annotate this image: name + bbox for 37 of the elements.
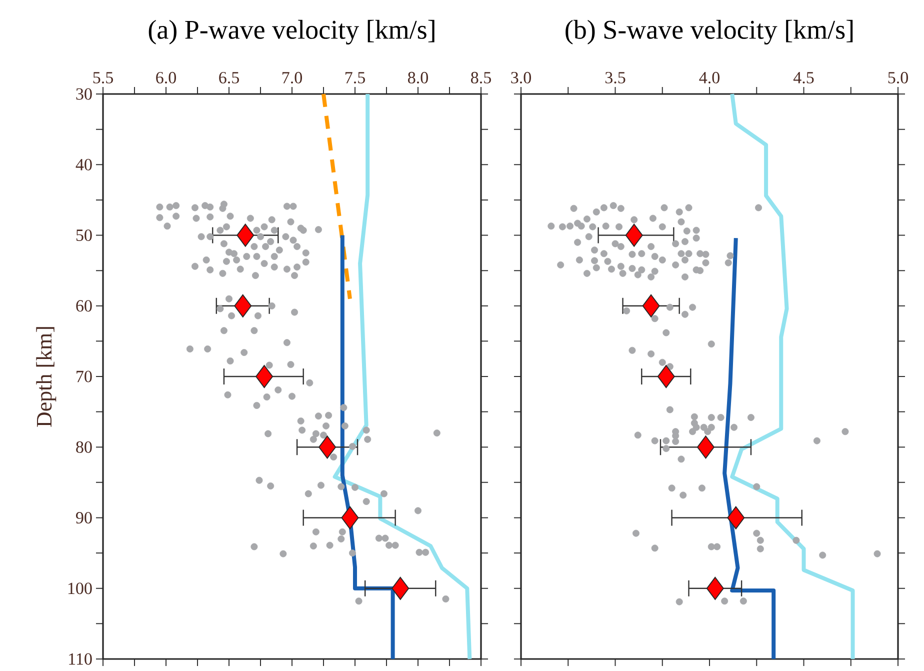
x-tick-label: 8.0 [408,72,428,84]
y-tick-label: 100 [68,582,92,594]
y-tick-label: 40 [76,158,92,170]
point [696,436,714,459]
point [256,365,274,388]
y-tick-label: 80 [76,441,92,453]
point [727,506,745,530]
x-tick-label: 3.0 [511,72,531,84]
x-tick-label: 4.5 [793,72,814,84]
point [706,576,724,600]
point [657,365,675,388]
x-tick-label: 5.5 [93,72,113,84]
x-tick-label: 4.0 [699,72,720,84]
x-tick-label: 6.5 [219,72,239,84]
point [236,224,254,247]
point [318,436,336,459]
y-tick-label: 110 [69,653,92,665]
x-tick-label: 5.0 [888,72,908,84]
x-tick-label: 3.5 [605,72,626,84]
y-tick-label: 90 [76,512,92,524]
y-tick-label: 70 [76,370,92,382]
x-tick-label: 7.0 [282,72,302,84]
y-axis-title: Depth [km] [36,327,56,427]
chart-title: (b) S-wave velocity [km/s] [566,20,853,44]
point [341,506,359,530]
point [392,576,410,600]
x-tick-label: 8.5 [471,72,491,84]
y-tick-label: 30 [76,88,92,100]
x-tick-label: 6.0 [156,72,176,84]
y-tick-label: 50 [76,230,92,241]
line-series [332,92,472,661]
y-tick-label: 60 [76,300,92,312]
point [642,294,660,318]
point [625,224,643,247]
point [234,294,252,318]
chart-title: (a) P-wave velocity [km/s] [148,20,434,44]
x-tick-label: 7.5 [345,72,365,84]
